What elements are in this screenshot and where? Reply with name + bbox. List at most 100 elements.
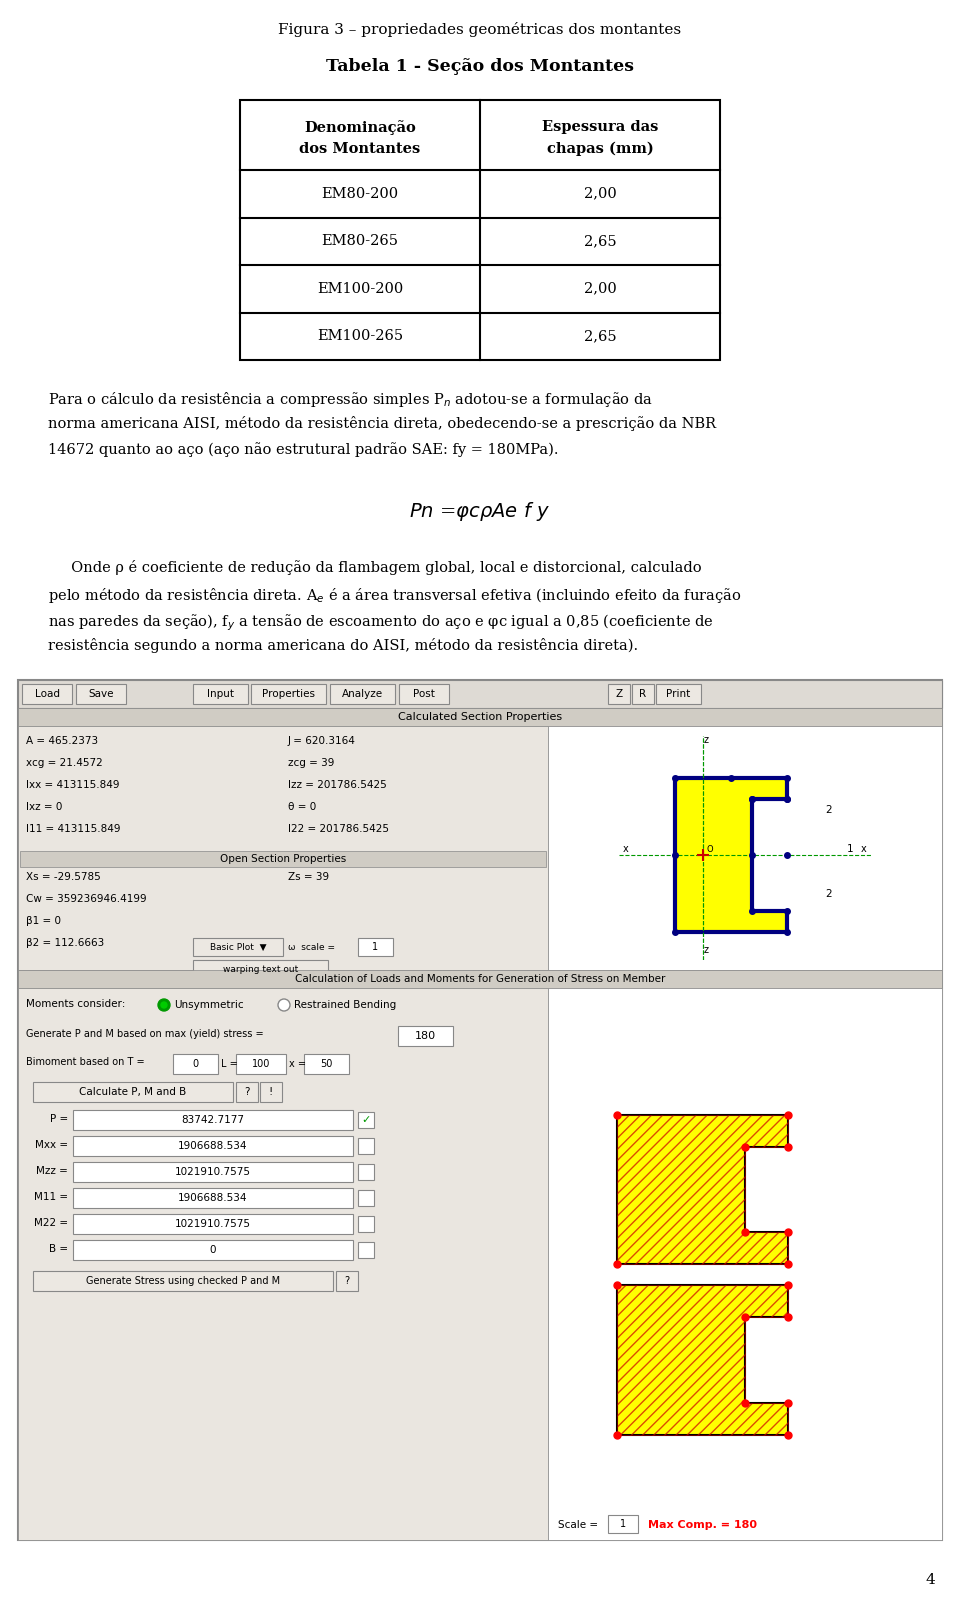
Text: 100: 100: [252, 1059, 270, 1069]
Text: Generate Stress using checked P and M: Generate Stress using checked P and M: [86, 1277, 280, 1286]
Text: 83742.7177: 83742.7177: [181, 1115, 245, 1125]
Bar: [236, 1054, 286, 1074]
Text: B =: B =: [49, 1245, 68, 1254]
Text: Bimoment based on T =: Bimoment based on T =: [26, 1058, 145, 1067]
Text: nas paredes da seção), f$_y$ a tensão de escoamento do aço e φc igual a 0,85 (co: nas paredes da seção), f$_y$ a tensão de…: [48, 611, 714, 632]
Text: 1: 1: [620, 1518, 626, 1530]
Bar: [358, 1190, 374, 1206]
Text: 2,00: 2,00: [584, 282, 616, 296]
Text: Analyze: Analyze: [342, 690, 383, 699]
Text: ω  scale =: ω scale =: [288, 942, 335, 952]
Text: 2: 2: [826, 890, 832, 899]
Text: ?: ?: [345, 1277, 349, 1286]
Text: Tabela 1 - Seção dos Montantes: Tabela 1 - Seção dos Montantes: [326, 58, 634, 75]
Text: Load: Load: [35, 690, 60, 699]
Text: O: O: [707, 845, 713, 854]
Text: Moments consider:: Moments consider:: [26, 998, 126, 1010]
Text: $Pn$ =$\varphi c\rho Ae\ f\ y$: $Pn$ =$\varphi c\rho Ae\ f\ y$: [409, 499, 551, 523]
Text: Para o cálculo da resistência a compressão simples P$_n$ adotou-se a formulação : Para o cálculo da resistência a compress…: [48, 390, 653, 410]
Bar: [73, 1240, 353, 1261]
Text: Calculated Section Properties: Calculated Section Properties: [398, 712, 562, 722]
Text: 2,65: 2,65: [584, 330, 616, 344]
FancyBboxPatch shape: [251, 685, 326, 704]
Text: x =: x =: [289, 1059, 306, 1069]
Text: EM80-200: EM80-200: [322, 187, 398, 200]
Text: Post: Post: [413, 690, 435, 699]
Text: M11 =: M11 =: [34, 1192, 68, 1202]
Polygon shape: [617, 1115, 787, 1264]
Text: !: !: [269, 1086, 274, 1098]
Text: P =: P =: [50, 1114, 68, 1123]
Bar: [73, 1162, 353, 1182]
Text: dos Montantes: dos Montantes: [300, 142, 420, 157]
Bar: [18, 680, 942, 1539]
Text: 1021910.7575: 1021910.7575: [175, 1166, 251, 1178]
Text: Ixx = 413115.849: Ixx = 413115.849: [26, 781, 119, 790]
Bar: [608, 1515, 638, 1533]
Text: 0: 0: [192, 1059, 199, 1069]
FancyBboxPatch shape: [260, 1082, 282, 1102]
Text: 1906688.534: 1906688.534: [179, 1194, 248, 1203]
Text: β2 = 112.6663: β2 = 112.6663: [26, 938, 105, 947]
Text: EM80-265: EM80-265: [322, 234, 398, 248]
Text: resistência segundo a norma americana do AISI, método da resistência direta).: resistência segundo a norma americana do…: [48, 638, 638, 653]
Text: Input: Input: [207, 690, 234, 699]
Circle shape: [158, 998, 170, 1011]
Text: 4: 4: [925, 1573, 935, 1587]
Text: ✓: ✓: [361, 1115, 371, 1125]
Text: Denominação: Denominação: [304, 120, 416, 134]
Text: 1: 1: [847, 845, 853, 854]
Text: 2,65: 2,65: [584, 234, 616, 248]
Text: 2,00: 2,00: [584, 187, 616, 200]
Polygon shape: [675, 778, 787, 931]
Bar: [18, 987, 548, 1539]
Bar: [358, 1112, 374, 1128]
Bar: [18, 707, 942, 726]
Text: Ixz = 0: Ixz = 0: [26, 802, 62, 813]
Text: warping text out: warping text out: [223, 965, 299, 973]
Text: Save: Save: [88, 690, 113, 699]
Text: 0: 0: [209, 1245, 216, 1254]
FancyBboxPatch shape: [336, 1270, 358, 1291]
Text: 50: 50: [321, 1059, 333, 1069]
Text: L =: L =: [221, 1059, 238, 1069]
FancyBboxPatch shape: [656, 685, 701, 704]
Bar: [73, 1136, 353, 1155]
Bar: [548, 726, 942, 970]
Bar: [73, 1110, 353, 1130]
Text: Scale =: Scale =: [558, 1520, 598, 1530]
Text: J = 620.3164: J = 620.3164: [288, 736, 356, 746]
FancyBboxPatch shape: [76, 685, 126, 704]
Text: x: x: [623, 845, 629, 854]
FancyBboxPatch shape: [608, 685, 630, 704]
FancyBboxPatch shape: [193, 685, 248, 704]
Bar: [304, 1054, 349, 1074]
Text: Unsymmetric: Unsymmetric: [174, 1000, 244, 1010]
Text: Generate P and M based on max (yield) stress =: Generate P and M based on max (yield) st…: [26, 1029, 264, 1038]
Bar: [73, 1214, 353, 1234]
Text: Figura 3 – propriedades geométricas dos montantes: Figura 3 – propriedades geométricas dos …: [278, 22, 682, 37]
Text: I22 = 201786.5425: I22 = 201786.5425: [288, 824, 389, 834]
Text: Restrained Bending: Restrained Bending: [294, 1000, 396, 1010]
Text: Print: Print: [666, 690, 690, 699]
Text: norma americana AISI, método da resistência direta, obedecendo-se a prescrição d: norma americana AISI, método da resistên…: [48, 416, 716, 430]
Bar: [358, 938, 393, 955]
FancyBboxPatch shape: [33, 1270, 333, 1291]
Bar: [358, 1165, 374, 1181]
Text: Cw = 359236946.4199: Cw = 359236946.4199: [26, 894, 147, 904]
FancyBboxPatch shape: [22, 685, 72, 704]
Bar: [20, 851, 546, 867]
Text: Izz = 201786.5425: Izz = 201786.5425: [288, 781, 387, 790]
Text: Z: Z: [615, 690, 623, 699]
Text: 14672 quanto ao aço (aço não estrutural padrão SAE: fy = 180MPa).: 14672 quanto ao aço (aço não estrutural …: [48, 442, 559, 458]
Text: x: x: [861, 845, 867, 854]
Text: R: R: [639, 690, 647, 699]
Bar: [358, 1216, 374, 1232]
Text: Onde ρ é coeficiente de redução da flambagem global, local e distorcional, calcu: Onde ρ é coeficiente de redução da flamb…: [48, 560, 702, 574]
Text: I11 = 413115.849: I11 = 413115.849: [26, 824, 121, 834]
Text: Espessura das: Espessura das: [541, 120, 659, 134]
Text: Zs = 39: Zs = 39: [288, 872, 329, 882]
Bar: [548, 987, 942, 1539]
Text: θ = 0: θ = 0: [288, 802, 316, 813]
Text: A = 465.2373: A = 465.2373: [26, 736, 98, 746]
